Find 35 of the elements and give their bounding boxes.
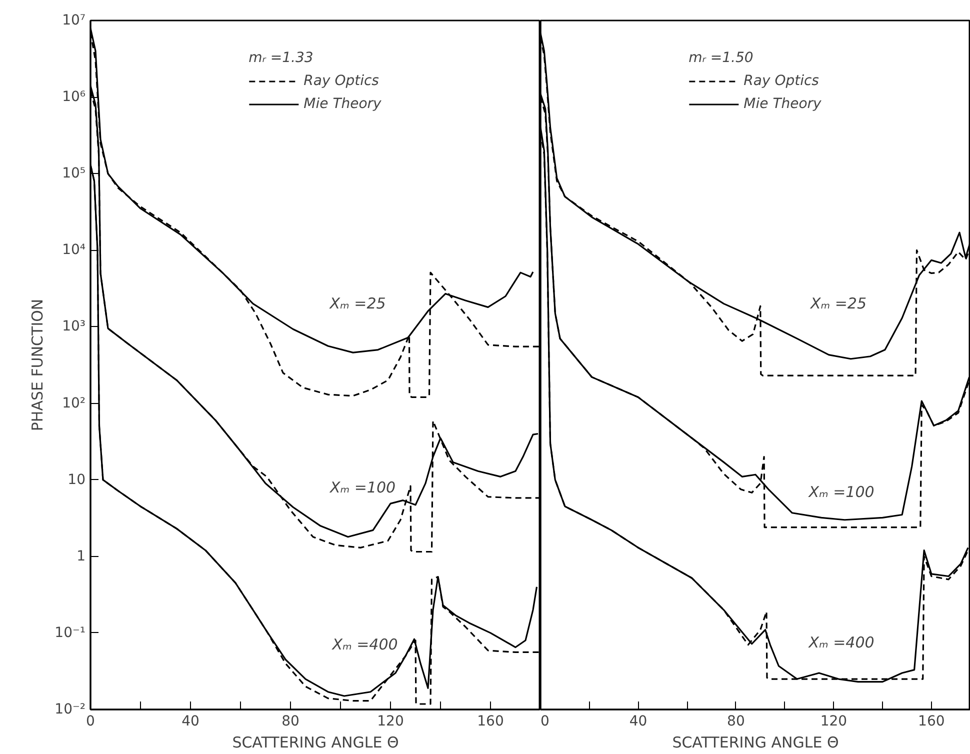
y-tick-label: 10⁴ (62, 242, 86, 258)
y-tick-label: 10⁷ (62, 12, 86, 28)
y-tick-label: 10 (68, 472, 86, 488)
y-tick-label: 10⁻² (54, 702, 86, 718)
y-tick-label: 10³ (62, 318, 86, 335)
x-tick-label: 160 (918, 714, 945, 730)
y-axis-title: PHASE FUNCTION (28, 298, 47, 432)
x-tick-label: 160 (477, 714, 504, 730)
y-tick-label: 10⁵ (62, 166, 86, 182)
x-tick-label: 120 (820, 714, 848, 730)
annotation: Xₘ =400 (808, 634, 874, 652)
x-tick-label: 80 (282, 714, 300, 730)
x-axis-title: SCATTERING ANGLE Θ (232, 734, 399, 752)
x-tick-label: 0 (540, 714, 550, 730)
legend-title: mᵣ =1.33 (248, 50, 314, 66)
annotation: Xₘ =100 (808, 482, 874, 501)
x-axis-title: SCATTERING ANGLE Θ (672, 734, 839, 752)
annotation: Xₘ =25 (809, 294, 867, 313)
annotation: Xₘ =100 (328, 478, 396, 497)
legend-title: mᵣ =1.50 (688, 50, 754, 66)
y-tick-label: 1 (76, 548, 86, 564)
y-tick-label: 10² (62, 395, 86, 412)
x-tick-label: 80 (727, 714, 745, 730)
legend-label: Ray Optics (744, 73, 819, 89)
annotation: Xₘ =400 (331, 636, 398, 654)
legend-label: Mie Theory (304, 96, 382, 112)
annotation: Xₘ =25 (328, 294, 386, 313)
x-tick-label: 120 (377, 714, 404, 730)
x-tick-label: 40 (182, 714, 200, 730)
y-tick-label: 10⁶ (62, 89, 86, 106)
x-tick-label: 40 (629, 714, 648, 730)
legend-label: Ray Optics (304, 73, 379, 89)
x-tick-label: 0 (86, 714, 95, 730)
legend-label: Mie Theory (744, 96, 822, 112)
y-tick-label: 10⁻¹ (54, 624, 86, 641)
